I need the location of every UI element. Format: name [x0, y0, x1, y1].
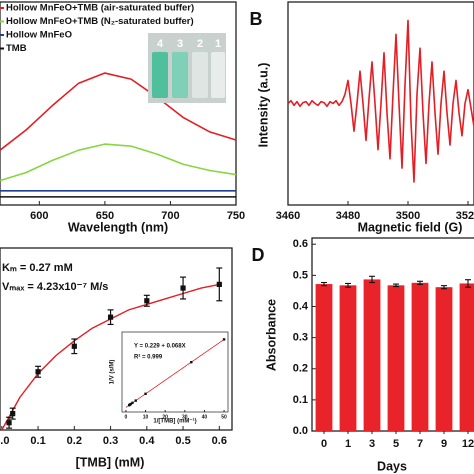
y-tick-label: 0.6: [293, 238, 308, 250]
vial-photo: [148, 33, 226, 103]
legend-label: Hollow MnFeO: [6, 30, 72, 41]
data-point: [129, 402, 133, 406]
x-tick-label: 3460: [276, 210, 300, 222]
photo-label: 1: [215, 38, 221, 50]
bar: [435, 287, 453, 431]
x-tick-label: 20: [162, 414, 168, 420]
y-tick-label: 0.2: [293, 363, 308, 375]
bar: [459, 283, 474, 431]
x-tick-label: 0.5: [175, 435, 190, 447]
data-point: [190, 361, 193, 364]
data-point: [216, 281, 222, 287]
data-point: [134, 399, 137, 402]
vial: [192, 52, 208, 98]
x-tick-label: 3500: [396, 210, 420, 222]
data-point: [131, 401, 134, 404]
x-tick-label: 7: [417, 438, 423, 450]
x-tick-label: 0.6: [212, 435, 227, 447]
data-line: [0, 143, 237, 182]
plot-frame: [0, 247, 233, 431]
bar: [387, 285, 405, 431]
annotation: Y = 0.229 + 0.068X: [134, 344, 186, 350]
x-tick-label: 0.3: [103, 435, 118, 447]
photo-label: 4: [157, 38, 164, 50]
x-axis-label: Magnetic field (G): [358, 220, 463, 234]
x-tick-label: 40: [202, 414, 208, 420]
data-point: [144, 298, 150, 304]
x-axis-label: Wavelength (nm): [68, 220, 168, 234]
legend-label: TMB: [6, 43, 27, 54]
data-point: [180, 285, 186, 291]
x-tick-label: 30: [182, 414, 188, 420]
panel-label: D: [252, 245, 265, 265]
x-axis-label: Days: [377, 459, 407, 473]
legend-label: Hollow MnFeO+TMB (N₂-saturated buffer): [6, 16, 194, 27]
vial: [172, 52, 188, 98]
y-tick-label: 0.5: [293, 269, 308, 281]
x-tick-label: 0.1: [30, 435, 45, 447]
x-tick-label: 3: [369, 438, 375, 450]
data-line: [287, 19, 474, 183]
vial: [152, 52, 168, 98]
vial: [211, 52, 225, 98]
data-line: [125, 339, 225, 408]
x-tick-label: 600: [30, 210, 48, 222]
x-tick-label: 50: [221, 414, 227, 420]
y-axis-label: 1/V (s/M): [110, 360, 116, 385]
y-tick-label: 0.4: [293, 300, 309, 312]
y-tick-label: 0.1: [293, 394, 308, 406]
y-axis-label: Absorbance: [264, 299, 278, 371]
photo-label: 2: [197, 38, 203, 50]
x-axis-label: [TMB] (mM): [76, 455, 145, 469]
data-point: [35, 369, 41, 375]
data-line: [0, 72, 237, 151]
x-tick-label: 3520: [456, 210, 474, 222]
x-tick-label: 1: [345, 438, 351, 450]
x-axis-label: 1/[TMB] (mM⁻¹): [153, 418, 196, 425]
x-tick-label: 0: [125, 414, 128, 420]
error-bar: [321, 281, 327, 287]
y-axis-label: Intensity (a.u.): [256, 63, 270, 148]
error-bar: [369, 275, 375, 284]
x-tick-label: 0.4: [139, 435, 155, 447]
annotation: Vₘₐₓ = 4.23x10⁻⁷ M/s: [2, 281, 108, 293]
x-tick-label: 0: [321, 438, 327, 450]
error-bar: [441, 285, 447, 290]
bar: [411, 282, 429, 431]
x-tick-label: 5: [393, 438, 399, 450]
x-tick-label: 750: [227, 210, 245, 222]
photo-label: 3: [177, 38, 183, 50]
bar: [363, 279, 381, 431]
legend-label: Hollow MnFeO+TMB (air-saturated buffer): [6, 3, 194, 14]
x-tick-label: 10: [143, 414, 149, 420]
bar: [315, 284, 333, 431]
y-tick-label: 0.3: [293, 332, 308, 344]
error-bar: [465, 279, 471, 288]
data-point: [6, 420, 12, 426]
x-tick-label: 3480: [336, 210, 360, 222]
x-tick-label: 12: [462, 438, 474, 450]
error-bar: [417, 280, 423, 285]
error-bar: [345, 282, 351, 288]
data-point: [107, 314, 114, 320]
annotation: Kₘ = 0.27 mM: [2, 262, 73, 274]
error-bar: [393, 283, 399, 288]
x-tick-label: 0.2: [67, 435, 82, 447]
annotation: R² = 0.999: [134, 354, 163, 361]
bar: [339, 285, 357, 431]
panel-label: B: [250, 9, 263, 29]
plot-frame: [121, 331, 229, 413]
y-tick-label: 0.0: [293, 425, 308, 437]
data-point: [71, 343, 77, 349]
plot-frame: [0, 1, 237, 206]
data-point: [144, 392, 147, 395]
x-tick-label: 0.0: [0, 435, 9, 447]
x-tick-label: 9: [441, 438, 447, 450]
data-point: [222, 338, 226, 341]
x-tick-label: 650: [96, 210, 114, 222]
x-tick-label: 700: [161, 210, 179, 222]
data-point: [10, 411, 16, 417]
